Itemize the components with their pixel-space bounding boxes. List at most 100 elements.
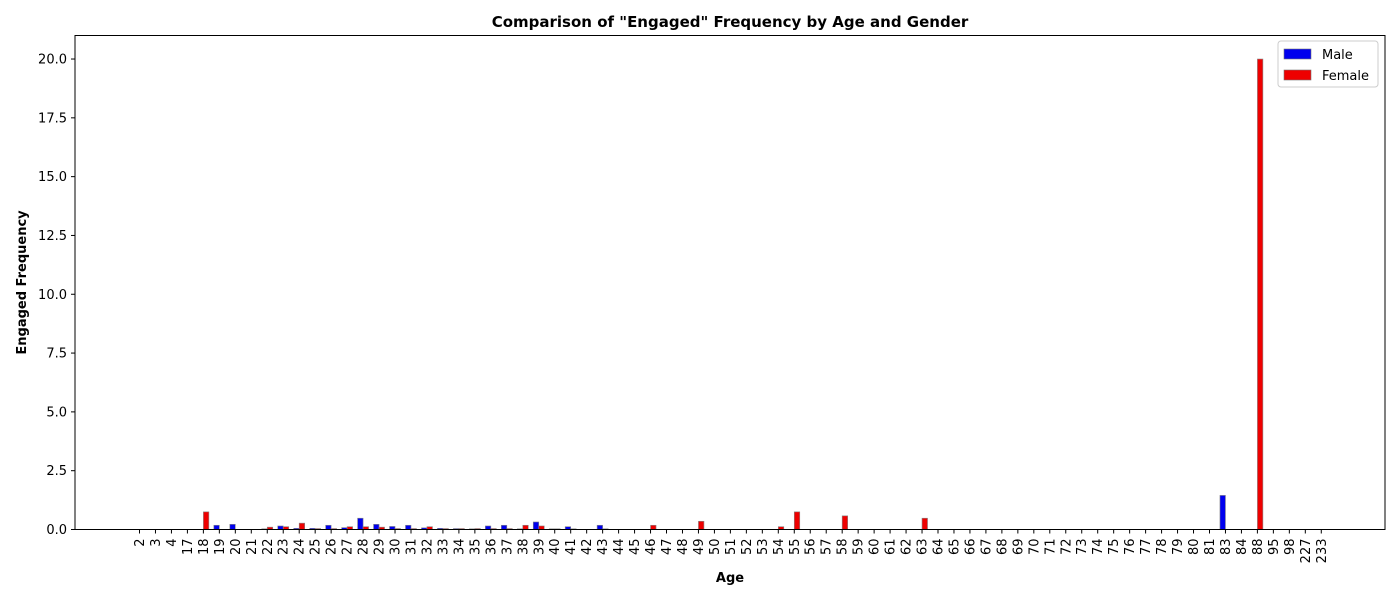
x-tick-label: 41: [564, 539, 579, 556]
y-tick-label: 7.5: [46, 347, 67, 362]
x-tick-label: 20: [229, 539, 244, 556]
x-tick-label: 74: [1091, 539, 1106, 556]
x-tick-label: 66: [963, 539, 978, 556]
x-tick-label: 34: [452, 539, 467, 556]
x-tick-label: 67: [979, 539, 994, 556]
x-tick-label: 57: [820, 539, 835, 556]
x-tick-label: 98: [1283, 539, 1298, 556]
plot-frame: [74, 35, 1386, 530]
x-tick-label: 25: [309, 539, 324, 556]
bar-male: [373, 524, 380, 530]
bar-male: [213, 524, 220, 530]
y-tick-label: 10.0: [38, 288, 67, 303]
x-tick-label: 63: [916, 539, 931, 556]
x-tick-label: 28: [357, 539, 372, 556]
x-tick-label: 77: [1139, 539, 1154, 556]
x-tick-label: 62: [900, 539, 915, 556]
bar-female: [921, 517, 928, 530]
x-tick-label: 76: [1123, 539, 1138, 556]
x-tick-label: 24: [293, 539, 308, 556]
x-tick-label: 72: [1059, 539, 1074, 556]
legend-label-male: Male: [1322, 48, 1353, 63]
bar-male: [532, 521, 540, 530]
x-tick-label: 4: [165, 539, 180, 547]
x-tick-label: 80: [1187, 539, 1202, 556]
bar-female: [298, 522, 306, 530]
bar-male: [277, 525, 284, 530]
x-tick-label: 3: [149, 539, 164, 547]
x-tick-label: 42: [580, 539, 595, 556]
y-axis-label: Engaged Frequency: [15, 210, 30, 355]
x-tick-label: 55: [788, 539, 803, 556]
y-tick-label: 12.5: [38, 229, 67, 244]
x-tick-label: 233: [1315, 539, 1330, 564]
x-tick-label: 60: [868, 539, 883, 556]
legend-swatch-male: [1283, 48, 1312, 60]
x-tick-label: 32: [420, 539, 435, 556]
legend: Male Female: [1277, 40, 1379, 88]
x-tick-label: 19: [213, 539, 228, 556]
x-tick-label: 71: [1043, 539, 1058, 556]
x-tick-label: 49: [692, 539, 707, 556]
x-tick-label: 58: [836, 539, 851, 556]
x-tick-label: 27: [341, 539, 356, 556]
x-tick-label: 46: [644, 539, 659, 556]
x-tick-label: 70: [1027, 539, 1042, 556]
x-tick-label: 21: [245, 539, 260, 556]
bar-male: [501, 524, 508, 530]
x-tick-label: 69: [1011, 539, 1026, 556]
bar-male: [357, 517, 364, 530]
x-tick-label: 45: [628, 539, 643, 556]
x-tick-label: 39: [532, 539, 547, 556]
legend-label-female: Female: [1322, 69, 1369, 84]
y-tick-label: 15.0: [38, 170, 67, 185]
x-tick-label: 61: [884, 539, 899, 556]
y-tick-label: 20.0: [38, 53, 67, 68]
x-tick-label: 18: [197, 539, 212, 556]
bar-female: [650, 524, 657, 530]
bar-female: [1257, 58, 1264, 530]
x-tick-label: 83: [1219, 539, 1234, 556]
bar-female: [522, 524, 529, 530]
x-tick-label: 65: [947, 539, 962, 556]
x-tick-label: 36: [484, 539, 499, 556]
x-tick-label: 2: [133, 539, 148, 547]
bar-male: [405, 524, 412, 530]
x-tick-label: 43: [596, 539, 611, 556]
bar-female: [538, 525, 545, 530]
legend-swatch-female: [1283, 69, 1312, 81]
x-tick-label: 31: [404, 539, 419, 556]
x-tick-label: 38: [516, 539, 531, 556]
x-tick-label: 79: [1171, 539, 1186, 556]
x-tick-label: 54: [772, 539, 787, 556]
y-tick-label: 5.0: [46, 405, 67, 420]
x-tick-label: 84: [1235, 539, 1250, 556]
x-tick-label: 59: [852, 539, 867, 556]
x-tick-label: 88: [1251, 539, 1266, 556]
x-tick-label: 52: [740, 539, 755, 556]
x-tick-label: 40: [548, 539, 563, 556]
x-axis-label: Age: [716, 571, 744, 586]
x-tick-label: 227: [1299, 539, 1314, 564]
y-tick-label: 0.0: [46, 523, 67, 538]
x-tick-label: 48: [676, 539, 691, 556]
x-tick-label: 22: [261, 539, 276, 556]
chart-title: Comparison of "Engaged" Frequency by Age…: [492, 13, 969, 31]
bar-female: [698, 520, 705, 530]
x-tick-label: 64: [932, 539, 947, 556]
bar-female: [793, 511, 801, 530]
x-tick-label: 29: [373, 539, 388, 556]
x-tick-label: 23: [277, 539, 292, 556]
bar-male: [229, 524, 236, 530]
x-tick-label: 73: [1075, 539, 1090, 556]
x-tick-label: 47: [660, 539, 675, 556]
x-tick-label: 56: [804, 539, 819, 556]
x-tick-label: 37: [500, 539, 515, 556]
x-tick-label: 17: [181, 539, 196, 556]
bar-female: [841, 515, 848, 530]
x-tick-label: 95: [1267, 539, 1282, 556]
x-tick-label: 50: [708, 539, 723, 556]
x-tick-label: 51: [724, 539, 739, 556]
x-tick-label: 30: [389, 539, 404, 556]
